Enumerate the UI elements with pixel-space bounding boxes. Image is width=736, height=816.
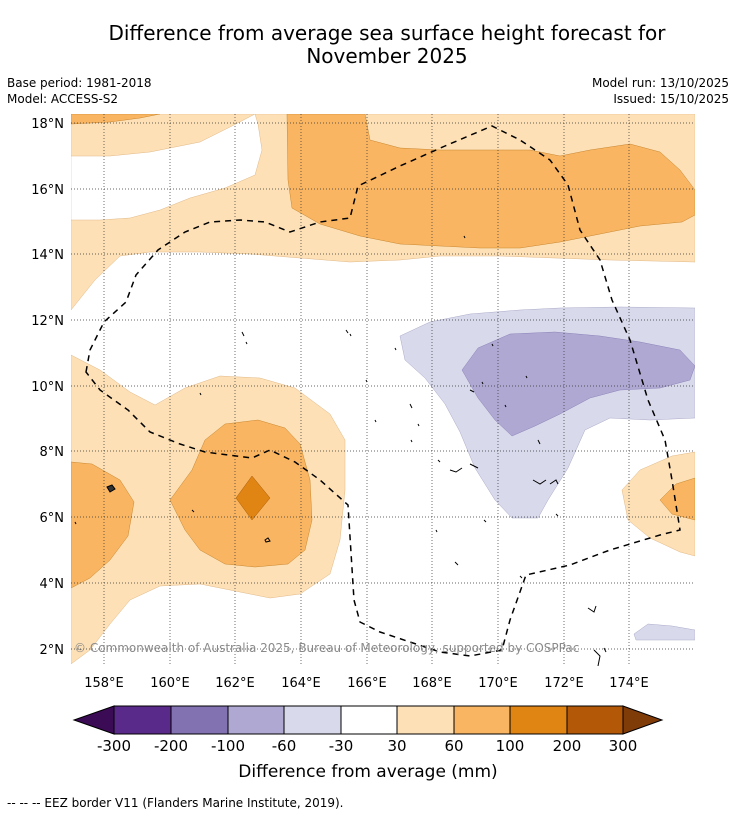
colorbar-segment: [283, 705, 342, 735]
colorbar-arrow-right: [622, 705, 664, 735]
colorbar-arrow-left: [72, 705, 115, 735]
colorbar-tick: -200: [154, 737, 188, 755]
contour-east-30-60: [621, 451, 695, 557]
contour-west-100-200: [235, 475, 271, 521]
lat-label: 18°N: [31, 117, 64, 132]
lon-label: 166°E: [347, 676, 387, 691]
lon-label: 168°E: [412, 676, 452, 691]
lon-label: 158°E: [84, 676, 124, 691]
contour-northwest-60-100: [71, 114, 161, 125]
colorbar-segment: [340, 705, 398, 735]
lon-label: 174°E: [609, 676, 649, 691]
colorbar-tick: -30: [329, 737, 354, 755]
lon-label: 164°E: [281, 676, 321, 691]
colorbar-label: Difference from average (mm): [0, 762, 736, 782]
lat-label: 6°N: [40, 511, 65, 526]
lat-label: 16°N: [31, 183, 64, 198]
colorbar-tick: -60: [272, 737, 297, 755]
lat-label: 14°N: [31, 248, 64, 263]
contour-southeast-negative: [633, 623, 695, 641]
colorbar-tick: -300: [97, 737, 131, 755]
colorbar-tick: 300: [609, 737, 638, 755]
title-line-1: Difference from average sea surface heig…: [108, 21, 666, 45]
lon-label: 172°E: [544, 676, 584, 691]
colorbar-segment: [453, 705, 511, 735]
model-run: Model run: 13/10/2025: [591, 76, 729, 90]
colorbar-tick: 200: [553, 737, 582, 755]
contour-farwest-60-100: [71, 461, 135, 589]
contour-east-60-100: [659, 477, 695, 521]
lon-axis: 158°E 160°E 162°E 164°E 166°E 168°E 170°…: [84, 676, 649, 691]
colorbar-segment: [227, 705, 285, 735]
contour-layer: [71, 114, 695, 666]
colorbar-tick: 60: [444, 737, 463, 755]
colorbar-label-text: Difference from average (mm): [238, 762, 498, 782]
meta-right: Model run: 13/10/2025 Issued: 15/10/2025: [592, 75, 729, 107]
lat-label: 12°N: [31, 314, 64, 329]
eez-border: [85, 125, 681, 657]
colorbar: -300 -200 -100 -60 -30 30 60 100 200 300: [72, 705, 664, 755]
eez-legend-note: -- -- -- EEZ border V11 (Flanders Marine…: [7, 796, 344, 810]
base-period: Base period: 1981-2018: [7, 76, 152, 90]
colorbar-segment: [566, 705, 624, 735]
issued-date: Issued: 15/10/2025: [613, 92, 729, 106]
lat-label: 10°N: [31, 380, 64, 395]
lat-label: 8°N: [40, 445, 65, 460]
graticule: [71, 114, 695, 666]
colorbar-tick: 30: [387, 737, 406, 755]
lon-label: 162°E: [215, 676, 255, 691]
contour-north-white-gap: [71, 114, 263, 221]
islands: [74, 235, 607, 666]
lon-label: 170°E: [478, 676, 518, 691]
colorbar-tick: -100: [211, 737, 245, 755]
lat-axis: 18°N 16°N 14°N 12°N 10°N 8°N 6°N 4°N 2°N: [31, 117, 64, 658]
model-name: Model: ACCESS-S2: [7, 92, 119, 106]
colorbar-segment: [396, 705, 455, 735]
lon-label: 160°E: [150, 676, 190, 691]
lat-label: 2°N: [40, 643, 65, 658]
meta-left: Base period: 1981-2018 Model: ACCESS-S2: [7, 75, 152, 107]
title-line-2: November 2025: [306, 44, 468, 68]
copyright-notice: © Commonwealth of Australia 2025, Bureau…: [74, 641, 580, 655]
contour-north-60-100: [286, 114, 695, 249]
colorbar-tick: 100: [496, 737, 525, 755]
lat-label: 4°N: [40, 577, 65, 592]
colorbar-segment: [170, 705, 229, 735]
colorbar-segment: [113, 705, 172, 735]
map-title: Difference from average sea surface heig…: [0, 22, 736, 68]
contour-negative-60-100: [461, 331, 695, 437]
colorbar-segment: [509, 705, 568, 735]
